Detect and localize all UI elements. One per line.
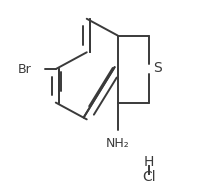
Text: S: S [153, 62, 162, 75]
Text: NH₂: NH₂ [106, 137, 129, 150]
Text: Cl: Cl [142, 170, 155, 184]
Text: Br: Br [18, 63, 32, 76]
Text: H: H [144, 155, 154, 169]
